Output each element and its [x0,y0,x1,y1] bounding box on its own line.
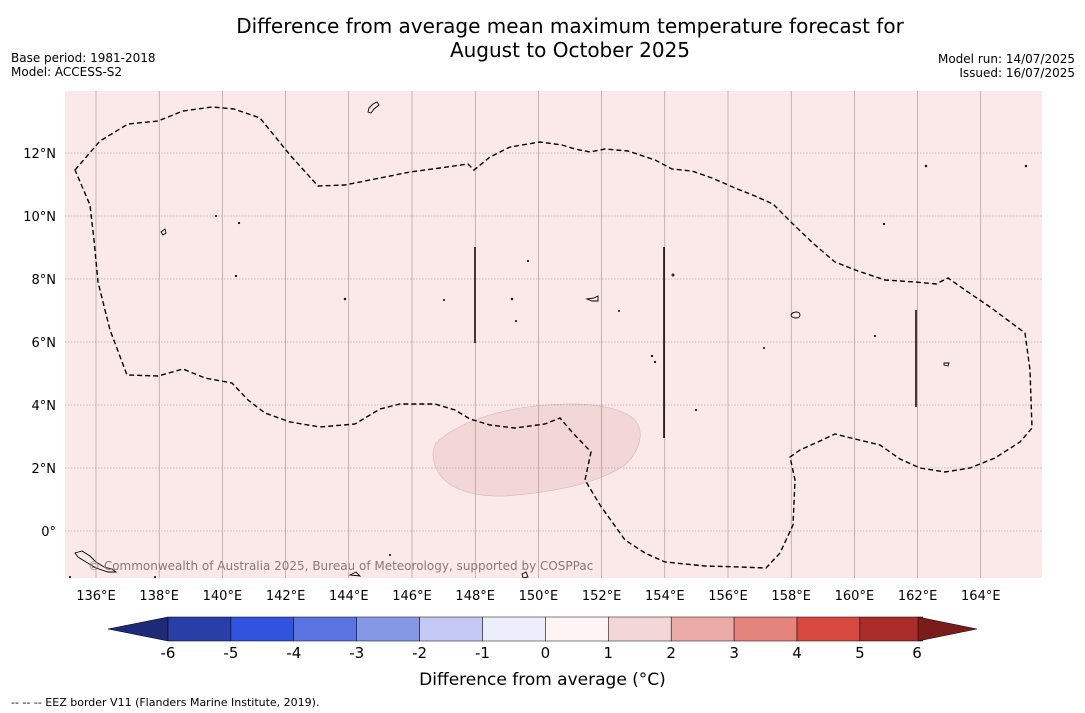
lon-label: 138°E [139,589,179,604]
colorbar-tick: 2 [666,644,676,662]
colorbar-segment [796,616,861,642]
colorbar-segment [859,616,924,642]
colorbar-segment [167,616,232,642]
colorbar-segment [482,616,546,642]
lon-label: 156°E [708,589,748,604]
colorbar-segment [293,616,357,642]
lon-label: 136°E [76,589,116,604]
colorbar-tick: -3 [349,644,364,662]
colorbar-ticks: -6 -5 -4 -3 -2 -1 0 1 2 3 4 5 6 [161,644,922,662]
lon-label: 152°E [582,589,622,604]
islands [68,101,1028,578]
lon-label: 154°E [645,589,685,604]
map-background [65,91,1042,578]
lat-label: 8°N [32,273,57,288]
lat-label: 6°N [32,336,57,351]
colorbar-tick: 6 [912,644,922,662]
latitude-labels: 12°N 10°N 8°N 6°N 4°N 2°N 0° [23,147,56,540]
colorbar-segment [419,616,483,642]
issued-date: Issued: 16/07/2025 [959,66,1075,80]
model-name: Model: ACCESS-S2 [11,65,123,79]
lon-label: 160°E [835,589,875,604]
eez-footnote: -- -- -- EEZ border V11 (Flanders Marine… [11,696,320,709]
colorbar-tick: 0 [541,644,551,662]
lon-label: 150°E [519,589,559,604]
colorbar-tick: -1 [475,644,490,662]
lon-label: 142°E [266,589,306,604]
lat-label: 0° [41,525,56,540]
title-line-2: August to October 2025 [449,38,691,62]
lat-label: 2°N [32,462,57,477]
lon-label: 148°E [455,589,495,604]
title-line-1: Difference from average mean maximum tem… [236,14,904,38]
colorbar-tick: 4 [792,644,802,662]
base-period: Base period: 1981-2018 [11,51,156,65]
model-run: Model run: 14/07/2025 [937,52,1075,66]
colorbar-over-arrow [917,616,978,642]
colorbar: -6 -5 -4 -3 -2 -1 0 1 2 3 4 5 6 [107,616,978,662]
colorbar-tick: -2 [412,644,427,662]
colorbar-segment [230,616,295,642]
colorbar-segments [167,616,924,642]
lon-label: 144°E [329,589,369,604]
colorbar-title: Difference from average (°C) [419,670,666,690]
meta-left: Base period: 1981-2018 Model: ACCESS-S2 [11,51,156,79]
colorbar-segment [545,616,609,642]
eez-border [74,106,1033,569]
lat-label: 4°N [32,399,57,414]
colorbar-segment [733,616,798,642]
lon-label: 158°E [771,589,811,604]
colorbar-segment [608,616,672,642]
colorbar-tick: -4 [286,644,301,662]
lon-label: 164°E [961,589,1001,604]
colorbar-tick: 5 [855,644,865,662]
eez-solid-boundaries [474,247,917,438]
meta-right: Model run: 14/07/2025 Issued: 16/07/2025 [938,52,1075,80]
colorbar-segment [670,616,735,642]
colorbar-tick: -5 [223,644,238,662]
colorbar-tick: 3 [729,644,739,662]
colorbar-segment [356,616,420,642]
lon-label: 162°E [898,589,938,604]
lon-label: 140°E [203,589,243,604]
colorbar-tick: -6 [161,644,176,662]
colorbar-under-arrow [107,616,169,642]
lat-label: 10°N [23,210,56,225]
lat-label: 12°N [23,147,56,162]
map-title: Difference from average mean maximum tem… [0,14,1085,62]
longitude-labels: 136°E 138°E 140°E 142°E 144°E 146°E 148°… [76,589,1000,604]
colorbar-tick: 1 [604,644,614,662]
copyright-text: © Commonwealth of Australia 2025, Bureau… [88,559,593,573]
lon-label: 146°E [392,589,432,604]
